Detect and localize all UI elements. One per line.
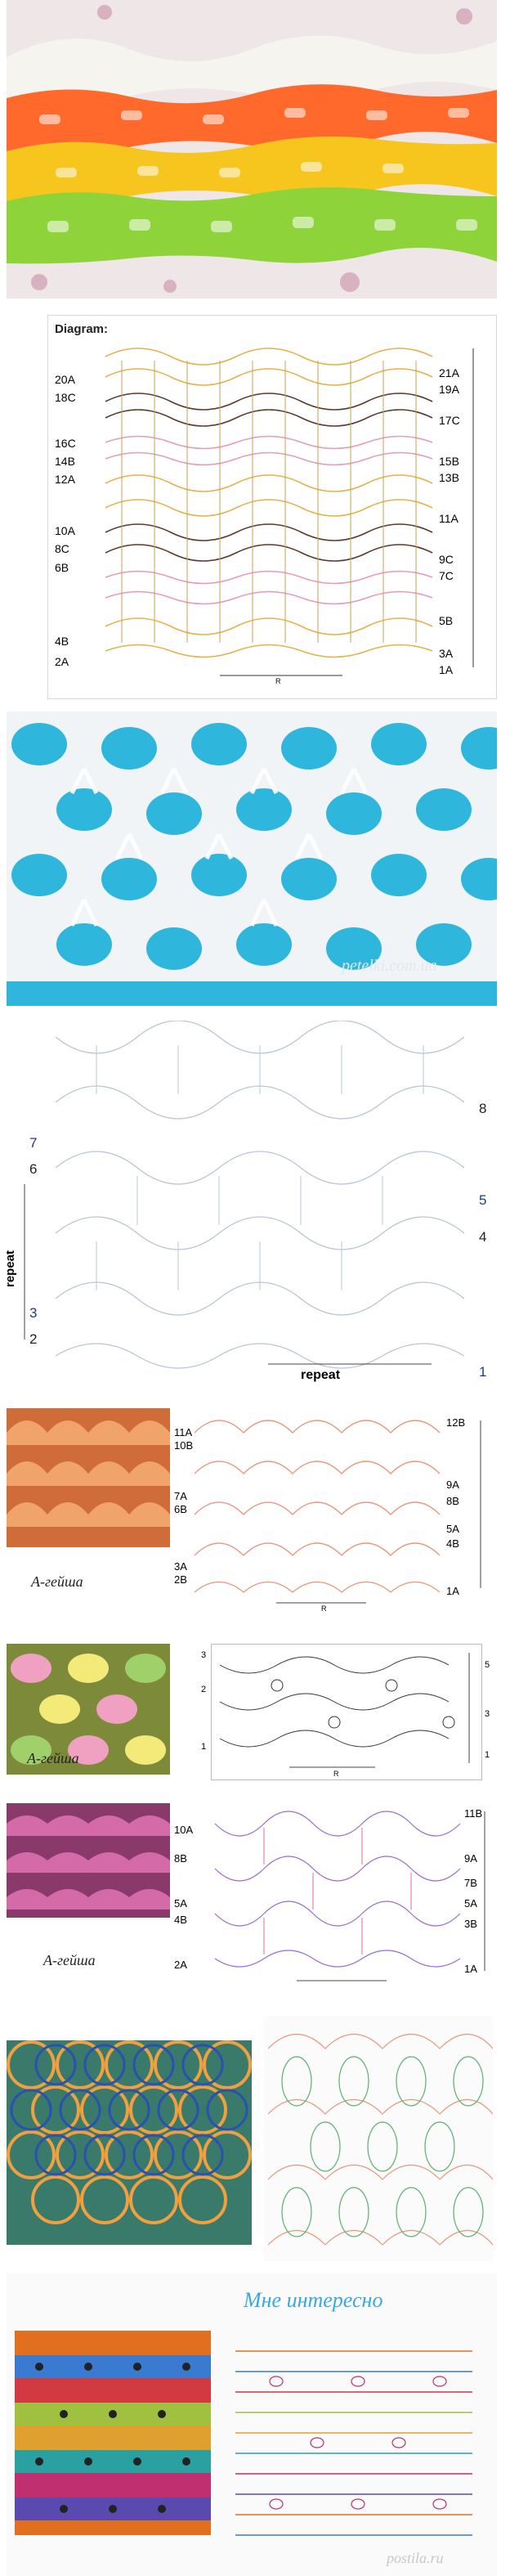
diagram-row-label: 4 bbox=[479, 1229, 487, 1245]
pineapple-diagram bbox=[264, 2016, 493, 2261]
diagram-right-label: 3B bbox=[464, 1918, 477, 1930]
diagram-right-label: 1 bbox=[485, 1750, 490, 1760]
diagram-repeat-mark: R bbox=[333, 1770, 339, 1778]
section-8 bbox=[7, 2008, 497, 2265]
diagram-repeat-mark: R bbox=[275, 677, 281, 685]
diagram-left-label: 6B bbox=[174, 1503, 187, 1515]
diagram-left-label: 20A bbox=[55, 373, 75, 386]
diagram-title: Diagram: bbox=[55, 322, 109, 336]
diagram-left-label: 14B bbox=[55, 455, 75, 468]
striped-diagram bbox=[235, 2350, 472, 2536]
diagram-right-label: 21A bbox=[439, 366, 459, 379]
photo-caption: A-гейша bbox=[43, 1952, 96, 1968]
diagram-row-label: 3 bbox=[29, 1305, 38, 1321]
diagram-right-label: 3 bbox=[485, 1709, 490, 1719]
section-1-photo bbox=[7, 0, 497, 298]
diagram-left-label: 1 bbox=[201, 1742, 207, 1752]
photo-caption: A-гейша bbox=[27, 1750, 79, 1766]
diagram-left-label: 10A bbox=[174, 1824, 194, 1836]
multicolor-photo bbox=[7, 1644, 170, 1775]
diagram-right-label: 5B bbox=[439, 614, 454, 627]
diagram-frame: Diagram: bbox=[47, 315, 497, 699]
diagram-left-label: 2 bbox=[201, 1685, 207, 1694]
diagram-left-label: 8B bbox=[174, 1852, 187, 1865]
section-2-diagram: Diagram: bbox=[7, 315, 497, 699]
diagram-right-label: 9A bbox=[464, 1852, 477, 1865]
diagram-pattern bbox=[105, 348, 474, 676]
pink-photo bbox=[7, 1803, 170, 1918]
diagram-right-label: 4B bbox=[446, 1537, 459, 1550]
diagram-row-label: 2 bbox=[29, 1331, 38, 1347]
diagram-right-label: 13B bbox=[439, 471, 459, 484]
diagram-right-label: 1A bbox=[464, 1963, 477, 1975]
section-4-diagram: 7 6 3 2 8 5 4 1 repeat repeat bbox=[7, 1021, 497, 1384]
diagram-left-label: 16C bbox=[55, 437, 76, 450]
diagram-left-label: 3A bbox=[174, 1560, 187, 1573]
diagram-right-label: 5A bbox=[446, 1523, 459, 1535]
diagram-right-label: 9A bbox=[446, 1479, 459, 1491]
section-title: Мне интересно bbox=[244, 2288, 383, 2312]
repeat-bottom-label: repeat bbox=[301, 1368, 341, 1382]
diagram-row-label: 8 bbox=[479, 1101, 487, 1116]
diagram-right-label: 8B bbox=[446, 1495, 459, 1507]
diagram-left-label: 2B bbox=[174, 1573, 187, 1586]
diagram-right-label: 7B bbox=[464, 1877, 477, 1889]
diagram-right-label: 17C bbox=[439, 414, 460, 427]
pink-diagram bbox=[214, 1811, 485, 1981]
diagram-row-label: 5 bbox=[479, 1192, 487, 1208]
diagram-right-label: 11B bbox=[464, 1807, 483, 1820]
section-6: A-гейша 3 2 1 5 3 1 R bbox=[7, 1636, 497, 1787]
lattice-photo bbox=[7, 2040, 252, 2245]
diagram-right-label: 1A bbox=[439, 663, 454, 676]
diagram-right-label: 5A bbox=[464, 1897, 477, 1910]
stitch-diagram bbox=[24, 1021, 465, 1369]
diagram-left-label: 5A bbox=[174, 1897, 187, 1910]
section-3-photo: petelki.com.ua bbox=[7, 711, 497, 1006]
diagram-row-label: 7 bbox=[29, 1135, 38, 1151]
diagram-left-label: 4B bbox=[174, 1914, 187, 1926]
photo-watermark: petelki.com.ua bbox=[342, 957, 437, 975]
diagram-left-label: 6B bbox=[55, 561, 69, 574]
diagram-right-label: 19A bbox=[439, 383, 459, 396]
multicolor-diagram bbox=[211, 1644, 482, 1780]
diagram-right-label: 11A bbox=[439, 512, 459, 525]
photo-caption: A-гейша bbox=[31, 1573, 83, 1590]
diagram-left-label: 10B bbox=[174, 1439, 194, 1452]
diagram-left-label: 7A bbox=[174, 1490, 187, 1502]
diagram-right-label: 5 bbox=[485, 1660, 490, 1670]
crochet-photo-icon bbox=[7, 0, 497, 298]
diagram-right-label: 15B bbox=[439, 455, 459, 468]
photo-watermark: postila.ru bbox=[387, 2550, 444, 2566]
diagram-repeat-mark: R bbox=[321, 1604, 327, 1613]
diagram-left-label: 4B bbox=[55, 635, 69, 648]
diagram-right-label: 3A bbox=[439, 647, 454, 660]
diagram-left-label: 10A bbox=[55, 524, 75, 537]
diagram-left-label: 11A bbox=[174, 1426, 193, 1438]
diagram-right-label: 9C bbox=[439, 553, 454, 566]
diagram-left-label: 12A bbox=[55, 473, 75, 486]
shell-photo bbox=[7, 1408, 170, 1547]
diagram-left-label: 3 bbox=[201, 1650, 207, 1660]
diagram-row-label: 1 bbox=[479, 1364, 487, 1380]
diagram-left-label: 2A bbox=[174, 1959, 187, 1971]
section-9: Мне интересно bbox=[7, 2273, 497, 2576]
diagram-left-label: 2A bbox=[55, 655, 69, 668]
diagram-right-label: 1A bbox=[446, 1585, 459, 1597]
diagram-row-label: 6 bbox=[29, 1161, 38, 1177]
diagram-left-label: 18C bbox=[55, 391, 76, 404]
striped-photo bbox=[15, 2331, 211, 2535]
shell-diagram bbox=[194, 1420, 481, 1604]
crochet-photo-icon bbox=[7, 711, 497, 1006]
repeat-side-label: repeat bbox=[7, 1250, 18, 1288]
diagram-right-label: 7C bbox=[439, 569, 454, 582]
diagram-right-label: 12B bbox=[446, 1416, 466, 1429]
diagram-left-label: 8C bbox=[55, 542, 69, 555]
section-5: A-гейша 11A 10B 7A 6B 3A 2B 12B 9A 8B 5A… bbox=[7, 1400, 497, 1629]
section-7: A-гейша 10A 8B 5A 4B 2A 11B 9A 7B 5A 3B … bbox=[7, 1795, 497, 1995]
